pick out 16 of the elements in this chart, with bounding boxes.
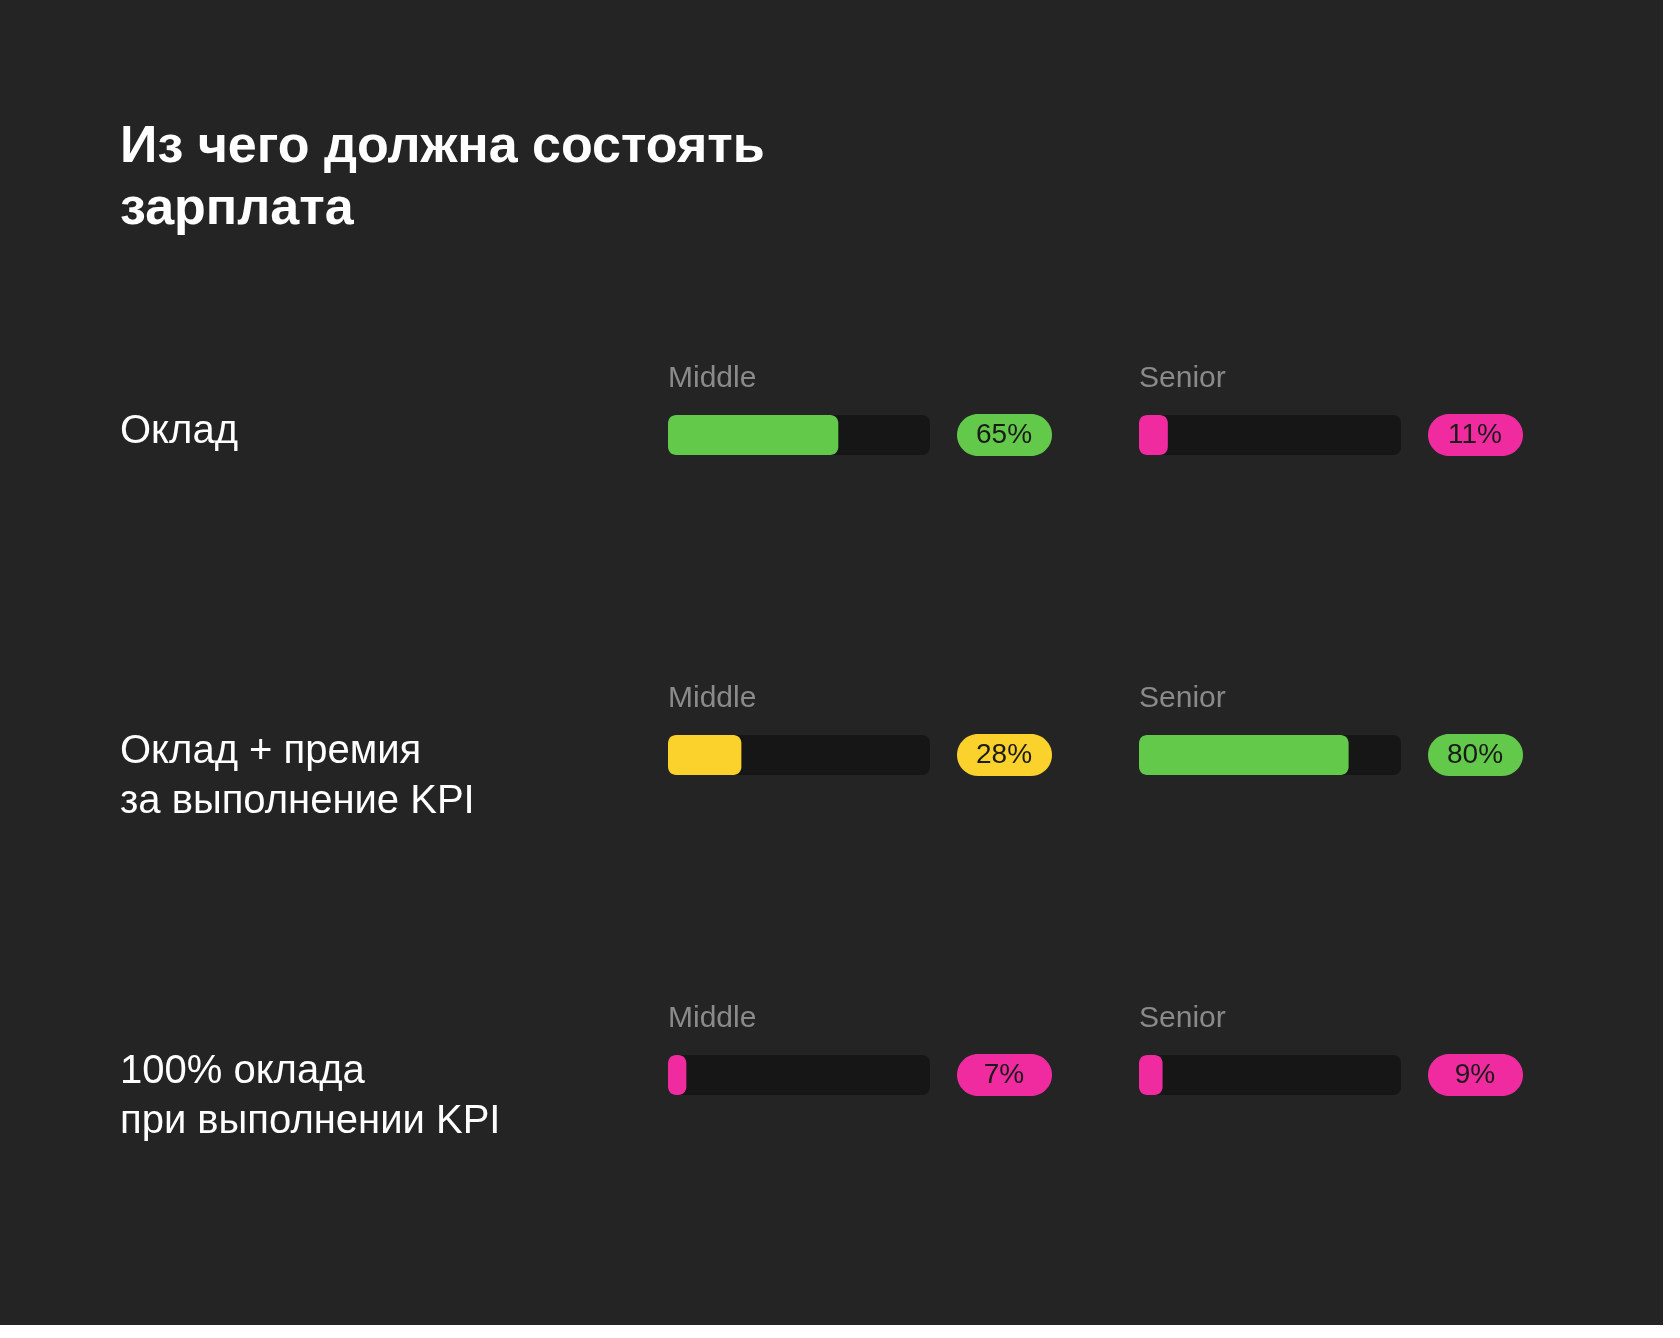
data-label: 11%	[1448, 418, 1502, 449]
text: Middle	[668, 680, 757, 713]
data-label: 80%	[1446, 738, 1504, 769]
y-tick-label: 100% оклада при выполнении KPI	[120, 1047, 501, 1141]
text: Senior	[1139, 1000, 1226, 1033]
text: Middle	[668, 1000, 757, 1033]
text: Senior	[1139, 360, 1226, 393]
series-label: Middle	[668, 360, 757, 393]
y-tick-label: Оклад	[120, 407, 238, 451]
data-label: 7%	[983, 1058, 1025, 1089]
chart-title: Из чего должна состоять зарплата	[120, 115, 765, 235]
data-label: 28%	[975, 738, 1033, 769]
series-label: Senior	[1139, 680, 1226, 713]
data-label: 65%	[975, 418, 1033, 449]
y-tick-label: Оклад + премия за выполнение KPI	[120, 727, 475, 821]
data-label: 9%	[1454, 1058, 1496, 1089]
